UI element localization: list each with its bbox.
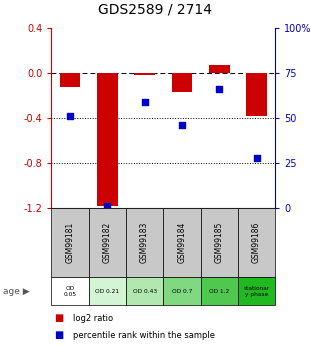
Bar	[238, 208, 275, 277]
Text: OD 0.7: OD 0.7	[172, 289, 192, 294]
Text: log2 ratio: log2 ratio	[73, 314, 113, 323]
Point	[179, 122, 184, 128]
Text: GSM99183: GSM99183	[140, 222, 149, 263]
Point	[67, 113, 72, 119]
Bar	[51, 208, 89, 277]
Text: stationar
y phase: stationar y phase	[244, 286, 270, 297]
Point	[254, 155, 259, 160]
Bar	[126, 208, 163, 277]
Bar	[238, 277, 275, 305]
Text: age ▶: age ▶	[3, 287, 30, 296]
Point	[142, 99, 147, 104]
Text: GDS2589 / 2714: GDS2589 / 2714	[99, 3, 212, 17]
Bar	[163, 208, 201, 277]
Bar	[51, 277, 89, 305]
Bar	[172, 73, 192, 92]
Text: ■: ■	[54, 313, 64, 323]
Bar	[89, 208, 126, 277]
Bar	[246, 73, 267, 116]
Text: OD 0.43: OD 0.43	[132, 289, 157, 294]
Bar	[97, 73, 118, 206]
Text: percentile rank within the sample: percentile rank within the sample	[73, 331, 215, 339]
Text: OD 1.2: OD 1.2	[209, 289, 230, 294]
Text: GSM99181: GSM99181	[66, 222, 74, 263]
Text: ■: ■	[54, 330, 64, 340]
Bar	[209, 65, 230, 73]
Point	[105, 204, 110, 209]
Text: GSM99182: GSM99182	[103, 222, 112, 263]
Text: OD 0.21: OD 0.21	[95, 289, 119, 294]
Bar	[163, 277, 201, 305]
Bar	[126, 277, 163, 305]
Bar	[201, 277, 238, 305]
Bar	[60, 73, 80, 87]
Text: GSM99186: GSM99186	[252, 222, 261, 263]
Text: GSM99185: GSM99185	[215, 222, 224, 263]
Text: GSM99184: GSM99184	[178, 222, 186, 263]
Bar	[89, 277, 126, 305]
Point	[217, 86, 222, 92]
Bar	[134, 73, 155, 75]
Text: OD
0.05: OD 0.05	[63, 286, 77, 297]
Bar	[201, 208, 238, 277]
